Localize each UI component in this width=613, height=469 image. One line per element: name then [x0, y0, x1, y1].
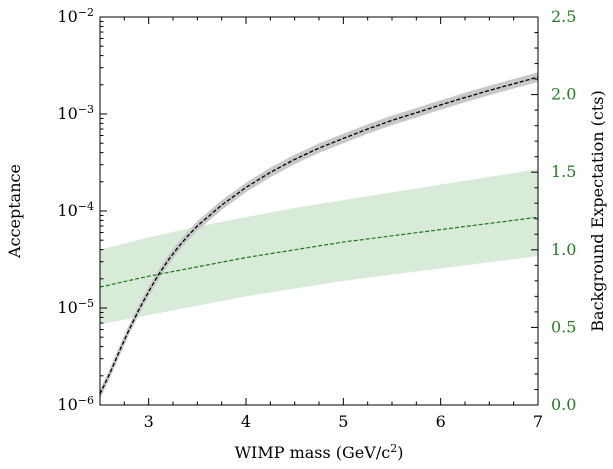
y2-tick-label: 1.5 — [551, 162, 576, 181]
background-expectation-line — [99, 216, 539, 288]
y2-tick-label: 1.0 — [551, 240, 576, 259]
x-tick-label: 7 — [533, 412, 543, 431]
y-axis-title: Acceptance — [5, 164, 24, 259]
x-axis: 3 4 5 6 7 — [99, 17, 543, 431]
x-tick-label: 4 — [241, 412, 251, 431]
background-uncertainty-band — [100, 169, 538, 325]
y-tick-label: 10−6 — [57, 394, 94, 415]
y-axis-right: 0.0 0.5 1.0 1.5 2.0 2.5 — [531, 7, 576, 414]
series-lines — [99, 76, 539, 395]
y-tick-label: 10−4 — [57, 200, 94, 221]
y-tick-label: 10−3 — [57, 103, 94, 124]
y2-tick-label: 0.5 — [551, 317, 576, 336]
y-tick-label: 10−5 — [57, 297, 94, 318]
x-tick-label: 5 — [338, 412, 348, 431]
uncertainty-bands — [100, 72, 538, 399]
x-axis-title: WIMP mass (GeV/c2) — [235, 442, 404, 463]
y2-tick-label: 0.0 — [551, 395, 576, 414]
x-tick-label: 3 — [144, 412, 154, 431]
acceptance-line — [99, 76, 539, 395]
y2-tick-label: 2.0 — [551, 85, 576, 104]
y-axis-left: 10−6 10−5 10−4 10−3 10−2 — [57, 6, 107, 415]
y2-axis-title: Background Expectation (cts) — [588, 90, 607, 331]
y2-tick-label: 2.5 — [551, 7, 576, 26]
x-tick-label: 6 — [436, 412, 446, 431]
y-tick-label: 10−2 — [57, 6, 94, 27]
